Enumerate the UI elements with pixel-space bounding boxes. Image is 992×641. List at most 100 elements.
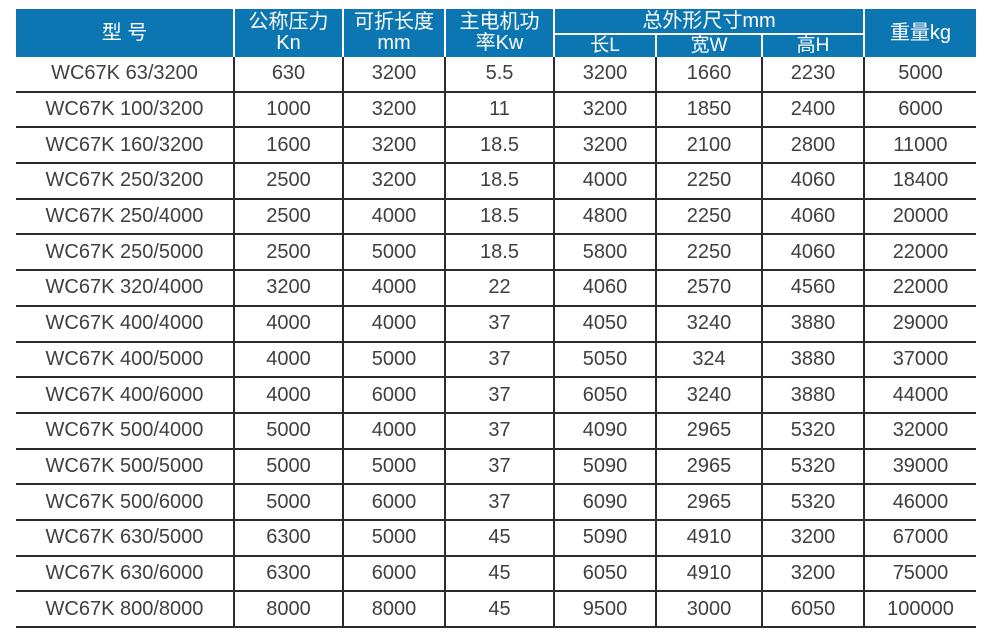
value-cell: 3240 <box>657 378 763 414</box>
value-cell: 4000 <box>235 306 344 343</box>
model-cell: WC67K 63/3200 <box>16 57 235 93</box>
value-cell: 5000 <box>344 449 446 486</box>
value-cell: 18400 <box>865 164 976 200</box>
value-cell: 4000 <box>235 378 344 414</box>
model-cell: WC67K 320/4000 <box>16 271 235 307</box>
value-cell: 37000 <box>865 342 976 379</box>
value-cell: 5320 <box>763 413 865 450</box>
col-header-pressure-line2: Kn <box>276 32 301 54</box>
value-cell: 5000 <box>865 57 976 93</box>
value-cell: 3880 <box>763 378 865 414</box>
value-cell: 37 <box>446 485 555 521</box>
col-header-fold-length-line2: mm <box>377 32 411 54</box>
value-cell: 4000 <box>344 199 446 236</box>
value-cell: 1000 <box>235 92 344 129</box>
model-cell: WC67K 500/4000 <box>16 413 235 450</box>
table-row: WC67K 160/3200 1600 3200 18.5 3200 2100 2800 11… <box>16 128 976 165</box>
value-cell: 1600 <box>235 128 344 165</box>
value-cell: 18.5 <box>446 235 555 272</box>
table-header: 型 号 公称压力 Kn 可折长度 mm 主电机功 率Kw 总外形尺寸mm 重量k… <box>16 9 976 57</box>
value-cell: 2400 <box>763 92 865 129</box>
model-cell: WC67K 100/3200 <box>16 92 235 129</box>
value-cell: 2250 <box>657 235 763 272</box>
value-cell: 11000 <box>865 128 976 165</box>
value-cell: 4000 <box>344 306 446 343</box>
value-cell: 5.5 <box>446 57 555 93</box>
model-cell: WC67K 400/4000 <box>16 306 235 343</box>
col-header-dim-width: 宽W <box>657 35 763 57</box>
table-body: WC67K 63/3200 630 3200 5.5 3200 1660 2230 5000 W… <box>16 57 976 628</box>
col-header-model: 型 号 <box>16 9 235 57</box>
value-cell: 32000 <box>865 413 976 450</box>
model-cell: WC67K 630/6000 <box>16 556 235 593</box>
table-row: WC67K 250/4000 2500 4000 18.5 4800 2250 4060 20… <box>16 199 976 236</box>
value-cell: 3200 <box>555 128 657 165</box>
value-cell: 5000 <box>235 413 344 450</box>
value-cell: 4800 <box>555 199 657 236</box>
value-cell: 75000 <box>865 556 976 593</box>
col-header-dim-length: 长L <box>555 35 657 57</box>
value-cell: 37 <box>446 449 555 486</box>
value-cell: 324 <box>657 342 763 379</box>
value-cell: 18.5 <box>446 128 555 165</box>
value-cell: 3200 <box>344 57 446 93</box>
value-cell: 20000 <box>865 199 976 236</box>
value-cell: 100000 <box>865 592 976 628</box>
value-cell: 5000 <box>235 485 344 521</box>
value-cell: 8000 <box>344 592 446 628</box>
model-cell: WC67K 630/5000 <box>16 520 235 557</box>
value-cell: 6000 <box>344 556 446 593</box>
value-cell: 2250 <box>657 164 763 200</box>
model-cell: WC67K 250/3200 <box>16 164 235 200</box>
value-cell: 5000 <box>344 235 446 272</box>
value-cell: 22000 <box>865 271 976 307</box>
col-header-fold-length-line1: 可折长度 <box>354 11 434 33</box>
model-cell: WC67K 500/6000 <box>16 485 235 521</box>
value-cell: 22000 <box>865 235 976 272</box>
table-row: WC67K 63/3200 630 3200 5.5 3200 1660 2230 5000 <box>16 57 976 93</box>
value-cell: 3200 <box>763 556 865 593</box>
value-cell: 4560 <box>763 271 865 307</box>
value-cell: 37 <box>446 342 555 379</box>
value-cell: 5050 <box>555 342 657 379</box>
value-cell: 4000 <box>344 413 446 450</box>
value-cell: 39000 <box>865 449 976 486</box>
value-cell: 46000 <box>865 485 976 521</box>
value-cell: 2100 <box>657 128 763 165</box>
value-cell: 45 <box>446 556 555 593</box>
table-row: WC67K 500/4000 5000 4000 37 4090 2965 5320 3200… <box>16 413 976 450</box>
col-header-fold-length: 可折长度 mm <box>344 9 446 57</box>
value-cell: 3200 <box>763 520 865 557</box>
value-cell: 4910 <box>657 556 763 593</box>
value-cell: 1850 <box>657 92 763 129</box>
value-cell: 45 <box>446 520 555 557</box>
value-cell: 5090 <box>555 520 657 557</box>
value-cell: 3880 <box>763 342 865 379</box>
value-cell: 4090 <box>555 413 657 450</box>
value-cell: 2965 <box>657 449 763 486</box>
col-header-motor-power: 主电机功 率Kw <box>446 9 555 57</box>
value-cell: 37 <box>446 413 555 450</box>
model-cell: WC67K 400/5000 <box>16 342 235 379</box>
model-cell: WC67K 160/3200 <box>16 128 235 165</box>
value-cell: 6050 <box>555 556 657 593</box>
value-cell: 3200 <box>344 128 446 165</box>
col-header-weight: 重量kg <box>865 9 976 57</box>
table-row: WC67K 320/4000 3200 4000 22 4060 2570 4560 2200… <box>16 271 976 307</box>
col-header-pressure-line1: 公称压力 <box>248 11 329 33</box>
value-cell: 4060 <box>763 199 865 236</box>
value-cell: 67000 <box>865 520 976 557</box>
table-row: WC67K 400/5000 4000 5000 37 5050 324 3880 37000 <box>16 342 976 379</box>
col-header-motor-power-line1: 主电机功 <box>459 11 540 33</box>
value-cell: 5000 <box>235 449 344 486</box>
value-cell: 4000 <box>344 271 446 307</box>
value-cell: 5000 <box>344 520 446 557</box>
value-cell: 3240 <box>657 306 763 343</box>
value-cell: 8000 <box>235 592 344 628</box>
table-row: WC67K 800/8000 8000 8000 45 9500 3000 6050 1000… <box>16 592 976 628</box>
value-cell: 9500 <box>555 592 657 628</box>
model-cell: WC67K 400/6000 <box>16 378 235 414</box>
value-cell: 37 <box>446 378 555 414</box>
value-cell: 6090 <box>555 485 657 521</box>
table-row: WC67K 630/5000 6300 5000 45 5090 4910 3200 6700… <box>16 520 976 557</box>
